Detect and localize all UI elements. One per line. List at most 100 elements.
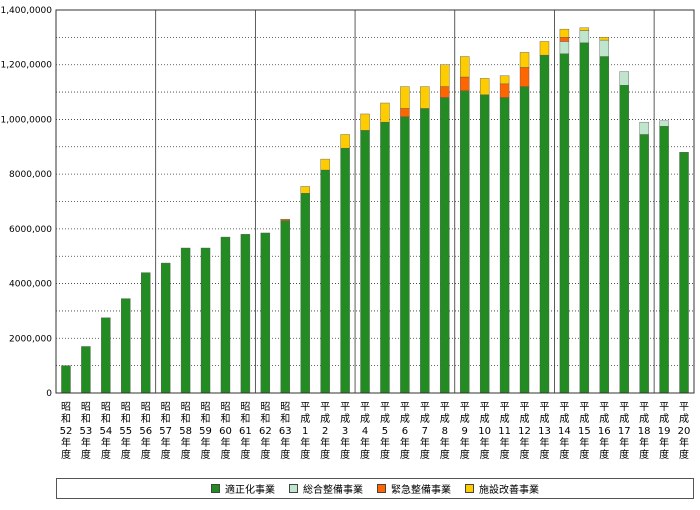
bar-segment <box>639 134 649 394</box>
x-tick-label: 度 <box>480 448 490 461</box>
x-tick-label: 度 <box>61 448 71 461</box>
x-tick-label: 度 <box>101 448 111 461</box>
x-tick-label: 昭 <box>101 401 111 413</box>
x-tick-label: 年 <box>539 436 549 449</box>
x-tick-label: 年 <box>141 436 151 449</box>
bar-segment <box>479 78 490 96</box>
bar-segment <box>539 54 550 394</box>
x-tick-label: 度 <box>161 448 171 461</box>
bar-segment <box>559 28 570 38</box>
bar-segment <box>599 56 609 394</box>
bar-segment <box>320 169 330 394</box>
x-tick-label: 和 <box>181 413 191 425</box>
x-tick-label: 年 <box>659 436 669 449</box>
x-tick-label: 平 <box>539 402 549 413</box>
x-tick-label: 度 <box>300 448 310 461</box>
x-tick-label: 度 <box>559 448 569 461</box>
x-tick-label: 度 <box>201 448 211 461</box>
x-tick-label: 54 <box>99 426 112 437</box>
x-tick-label: 年 <box>240 436 250 449</box>
x-tick-label: 13 <box>538 426 551 437</box>
x-tick-label: 年 <box>559 436 569 449</box>
bar-segment <box>460 76 470 91</box>
x-tick-label: 昭 <box>81 401 91 413</box>
bar-segment <box>460 56 470 78</box>
x-tick-label: 昭 <box>181 401 191 413</box>
x-tick-label: 年 <box>380 436 390 449</box>
bar-segment <box>499 97 510 394</box>
x-tick-label: 年 <box>400 436 410 449</box>
bar-segment <box>440 64 450 87</box>
bar-segment <box>499 75 510 85</box>
x-tick-label: 年 <box>220 436 230 449</box>
x-tick-label: 度 <box>280 448 290 461</box>
x-tick-label: 和 <box>141 413 151 425</box>
bar-segment <box>400 86 410 109</box>
bar-segment <box>160 262 171 394</box>
x-tick-label: 和 <box>201 413 211 425</box>
bar-segment <box>479 94 490 394</box>
bar-segment <box>220 236 231 394</box>
x-tick-label: 度 <box>400 448 410 461</box>
bar-segment <box>579 30 590 44</box>
x-tick-label: 平 <box>520 402 530 413</box>
x-tick-label: 10 <box>478 426 491 437</box>
legend-item: 適正化事業 <box>211 481 275 496</box>
legend-item: 緊急整備事業 <box>377 481 451 496</box>
x-tick-label: 年 <box>480 436 490 449</box>
bar-segment <box>539 41 550 56</box>
x-tick-label: 年 <box>260 436 270 449</box>
legend-item: 総合整備事業 <box>289 481 363 496</box>
x-tick-label: 59 <box>199 426 212 437</box>
x-tick-label: 成 <box>300 413 310 425</box>
x-tick-label: 度 <box>579 448 589 461</box>
bar-segment <box>519 52 530 68</box>
x-tick-label: 度 <box>380 448 390 461</box>
y-tick-label: 4000,000 <box>9 280 52 290</box>
x-tick-label: 度 <box>599 448 609 461</box>
x-tick-label: 14 <box>558 426 571 437</box>
legend-label: 施設改善事業 <box>479 485 539 496</box>
x-tick-label: 度 <box>420 448 430 461</box>
x-tick-label: 55 <box>119 426 132 437</box>
x-tick-label: 度 <box>619 448 629 461</box>
x-tick-label: 成 <box>500 413 510 425</box>
x-tick-label: 年 <box>201 436 211 449</box>
legend-item: 施設改善事業 <box>465 481 539 496</box>
legend-swatch <box>377 484 386 493</box>
x-tick-label: 度 <box>141 448 151 461</box>
legend-label: 適正化事業 <box>225 485 275 496</box>
x-tick-label: 昭 <box>201 401 211 413</box>
x-tick-label: 昭 <box>220 401 230 413</box>
x-tick-label: 年 <box>639 436 649 449</box>
x-tick-label: 成 <box>440 413 450 425</box>
bar-segment <box>519 86 530 394</box>
bar-segment <box>141 272 151 394</box>
x-tick-label: 成 <box>480 413 490 425</box>
x-tick-label: 年 <box>420 436 430 449</box>
bar-segment <box>320 158 330 171</box>
bar-segment <box>499 83 510 98</box>
x-tick-label: 和 <box>121 413 131 425</box>
x-tick-label: 度 <box>240 448 250 461</box>
x-tick-label: 1 <box>302 426 308 437</box>
bar-segment <box>300 193 310 394</box>
x-tick-label: 17 <box>618 426 631 437</box>
x-tick-label: 年 <box>360 436 370 449</box>
x-tick-label: 年 <box>320 436 330 449</box>
x-tick-label: 度 <box>360 448 370 461</box>
x-tick-label: 年 <box>619 436 629 449</box>
bar-segment <box>420 86 430 109</box>
bar-segment <box>400 116 410 394</box>
x-tick-label: 平 <box>380 402 390 413</box>
x-tick-label: 成 <box>539 413 549 425</box>
x-tick-label: 年 <box>61 436 71 449</box>
x-tick-label: 平 <box>420 402 430 413</box>
bar-segment <box>659 126 669 394</box>
legend-label: 緊急整備事業 <box>391 485 451 496</box>
x-tick-label: 度 <box>220 448 230 461</box>
x-tick-label: 成 <box>579 413 589 425</box>
x-tick-label: 和 <box>240 413 250 425</box>
y-tick-label: 1,000,0000 <box>0 115 52 125</box>
x-tick-label: 度 <box>440 448 450 461</box>
